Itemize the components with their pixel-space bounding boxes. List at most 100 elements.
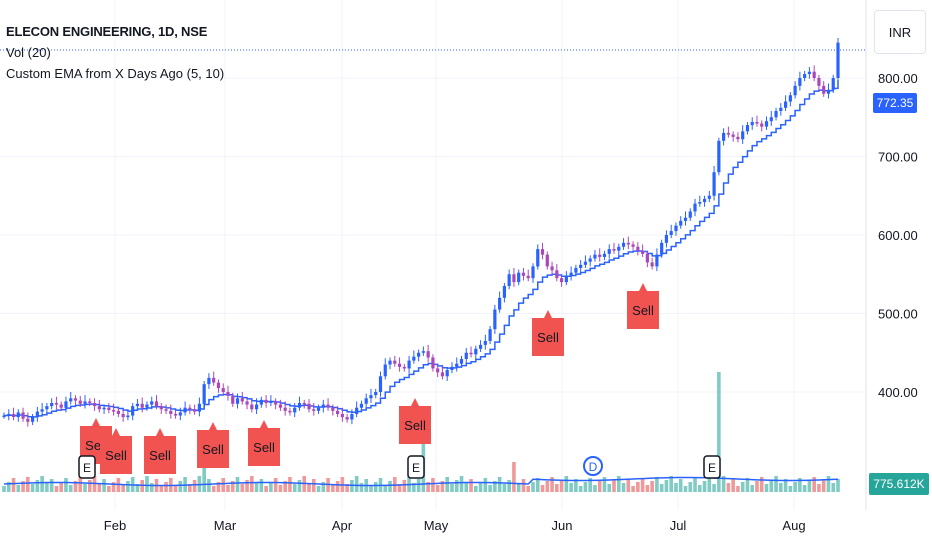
candle-body: [40, 409, 44, 412]
x-tick-label: Feb: [104, 518, 126, 533]
volume-bar: [383, 485, 388, 492]
volume-bar: [831, 483, 836, 492]
candle-body: [288, 410, 292, 413]
volume-bar: [178, 481, 183, 492]
candle-body: [97, 406, 101, 410]
candle-body: [803, 74, 807, 78]
candle-body: [593, 254, 597, 259]
symbol-title[interactable]: ELECON ENGINEERING, 1D, NSE: [6, 24, 208, 39]
candle-body: [407, 360, 411, 369]
candle-body: [798, 78, 802, 86]
candle-body: [7, 413, 11, 416]
candle-body: [2, 415, 6, 418]
indicator-legend[interactable]: Custom EMA from X Days Ago (5, 10): [6, 66, 225, 81]
volume-bar: [764, 484, 769, 492]
volume-bar: [207, 479, 211, 492]
volume-legend[interactable]: Vol (20): [6, 45, 51, 60]
volume-bar: [292, 484, 297, 492]
volume-bar: [288, 477, 292, 492]
earnings-event-label: E: [412, 461, 420, 475]
volume-bar: [550, 477, 554, 492]
candle-body: [755, 121, 759, 124]
sell-marker: [248, 420, 280, 466]
candle-body: [507, 274, 511, 287]
volume-bar: [354, 476, 359, 492]
candle-body: [188, 407, 192, 410]
candle-body: [355, 407, 359, 414]
volume-bar: [35, 480, 40, 492]
candle-body: [321, 404, 325, 408]
candle-body: [736, 136, 740, 140]
candle-body: [30, 417, 35, 422]
volume-bar: [783, 479, 788, 492]
volume-bar: [16, 485, 21, 492]
volume-bar: [483, 478, 488, 492]
volume-bar: [807, 481, 812, 492]
volume-bar: [30, 484, 35, 492]
candle-body: [645, 253, 649, 263]
volume-bar: [655, 477, 659, 492]
candle-body: [550, 266, 554, 271]
candle-body: [159, 406, 163, 410]
candle-body: [316, 407, 321, 411]
dividend-event: [583, 456, 603, 476]
candle-body: [717, 140, 721, 173]
volume-bar: [297, 480, 302, 492]
volume-bar: [640, 478, 645, 492]
x-tick-label: Aug: [782, 518, 805, 533]
candle-body: [283, 407, 287, 411]
volume-bar: [373, 482, 378, 492]
candle-body: [440, 372, 445, 377]
volume-bar: [21, 481, 25, 492]
dividend-event-label: D: [589, 460, 598, 474]
candle-body: [64, 401, 68, 408]
volume-bar: [359, 483, 364, 492]
volume-bar: [812, 477, 816, 492]
candle-body: [774, 110, 778, 118]
candle-body: [674, 225, 678, 232]
candle-body: [92, 402, 97, 407]
candle-body: [59, 404, 63, 408]
volume-bar: [559, 480, 564, 492]
candle-body: [731, 134, 735, 137]
volume-bar: [111, 482, 116, 492]
candle-body: [69, 398, 73, 402]
candle-body: [412, 356, 416, 361]
candle-body: [526, 275, 530, 279]
candle-body: [483, 340, 487, 345]
volume-bar: [192, 480, 197, 492]
candle-body: [521, 272, 526, 276]
volume-bar: [273, 478, 278, 492]
volume-bar: [269, 482, 273, 492]
y-tick-label: 800.00: [878, 71, 918, 86]
candle-body: [536, 249, 540, 267]
candle-body: [169, 410, 173, 414]
candle-body: [698, 202, 702, 204]
volume-bar: [602, 477, 607, 492]
candle-body: [493, 309, 497, 330]
candle-body: [464, 352, 468, 360]
chart-legend: ELECON ENGINEERING, 1D, NSE Vol (20) Cus…: [6, 21, 224, 84]
volume-bar: [759, 477, 764, 492]
candle-body: [531, 266, 535, 279]
volume-bar: [535, 478, 540, 492]
currency-button[interactable]: INR: [874, 10, 926, 54]
volume-bar: [54, 486, 59, 492]
candle-body: [588, 258, 592, 262]
volume-bar: [669, 476, 673, 492]
candle-body: [26, 418, 30, 422]
x-tick-label: Apr: [332, 518, 353, 533]
volume-bar: [540, 485, 545, 492]
candle-body: [178, 412, 182, 416]
candle-body: [50, 402, 54, 407]
candle-body: [183, 407, 187, 413]
volume-bar: [545, 481, 550, 492]
volume-bar: [102, 479, 106, 492]
volume-bar: [145, 476, 149, 492]
volume-bar: [259, 479, 264, 492]
volume-bar: [426, 482, 430, 492]
candle-body: [707, 195, 711, 199]
candle-body: [612, 249, 616, 251]
